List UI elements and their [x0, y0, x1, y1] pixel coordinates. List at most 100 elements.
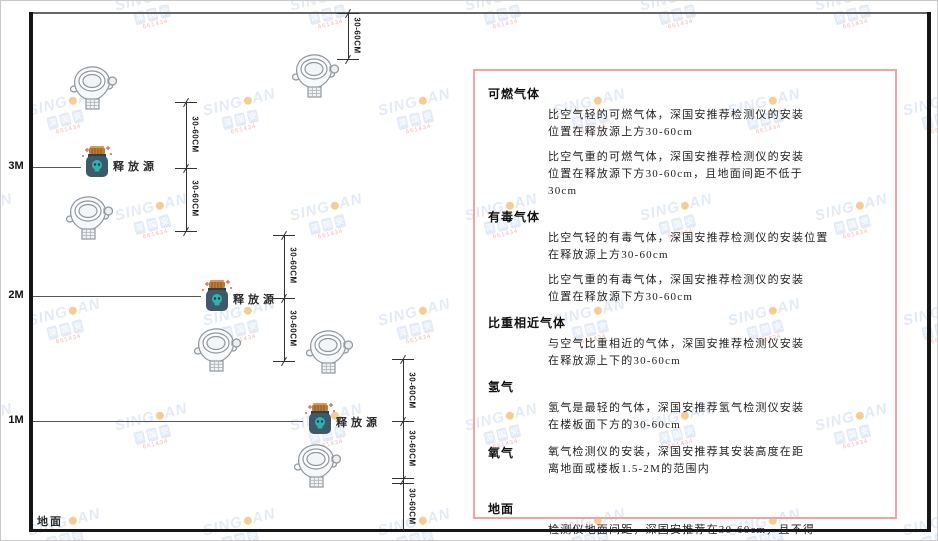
orange-dot-icon	[242, 515, 253, 526]
watermark-contact-text: 661434	[317, 18, 345, 31]
dimension-line	[403, 359, 404, 531]
orange-dot-icon	[329, 200, 340, 211]
watermark-contact-text: 661434	[842, 18, 870, 31]
watermark-contact-text: 661434	[930, 526, 937, 540]
orange-dot-icon	[505, 0, 515, 1]
brand-chinese-text: 深国安	[45, 299, 150, 342]
orange-dot-icon	[242, 305, 253, 316]
section-heading: 比重相近气体	[488, 316, 567, 330]
installation-guide-panel: 可燃气体 比空气轻的可燃气体，深国安推荐检测仪的安装 位置在释放源上方30-60c…	[473, 69, 897, 536]
release-source-3m-label: 释放源	[113, 161, 158, 173]
section-paragraph: 比空气重的可燃气体，深国安推荐检测仪的安装 位置在释放源下方30-60cm，且地…	[548, 151, 805, 197]
detector-right-2m-group	[305, 329, 354, 380]
gas-detector-icon	[193, 328, 242, 372]
detector-below-2m-source	[193, 327, 242, 378]
watermark-contact-text: 661434	[230, 123, 258, 136]
release-source-2m-label: 释放源	[233, 294, 278, 306]
release-source-1m-label: 释放源	[336, 417, 381, 429]
orange-dot-icon	[330, 0, 340, 1]
release-source-icon	[202, 280, 232, 311]
watermark-contact-text: 661434	[55, 333, 83, 346]
section-paragraph: 与空气比重相近的气体，深国安推荐检测仪安装 在释放源上下的30-60cm	[548, 338, 805, 367]
orange-dot-icon	[242, 95, 253, 106]
watermark-contact-text: 661434	[492, 18, 520, 31]
height-line-3m	[33, 167, 81, 168]
panel-section: 比重相近气体与空气比重相近的气体，深国安推荐检测仪安装 在释放源上下的30-60…	[475, 314, 895, 370]
orange-dot-icon	[855, 0, 865, 1]
orange-dot-icon	[417, 305, 428, 316]
section-heading: 氧气	[488, 446, 515, 460]
gas-detector-icon	[293, 444, 342, 488]
panel-section: 有毒气体 比空气轻的有毒气体，深国安推荐检测仪的安装位置 在释放源上方30-60c…	[475, 208, 895, 306]
dimension-label: 30-60CM	[288, 310, 298, 347]
gas-detector-icon	[305, 330, 354, 374]
panel-section: 可燃气体 比空气轻的可燃气体，深国安推荐检测仪的安装 位置在释放源上方30-60c…	[475, 85, 895, 200]
right-wall	[927, 12, 931, 531]
release-source-icon	[305, 403, 335, 434]
floor-line	[29, 529, 931, 532]
orange-dot-icon	[67, 305, 78, 316]
orange-dot-icon	[155, 0, 165, 1]
ceiling-line	[31, 12, 929, 14]
height-line-1m	[33, 421, 303, 422]
orange-dot-icon	[154, 200, 165, 211]
height-label-3m: 3M	[8, 160, 24, 172]
watermark-contact-text: 661434	[317, 228, 345, 241]
detector-below-3m-source	[65, 195, 114, 246]
detector-ceiling	[291, 53, 340, 104]
section-heading: 地面	[488, 502, 515, 516]
section-paragraph: 检测仪地面间距，深国安推荐在30-60cm，且不得 小于30cm，因为过低容易水…	[548, 524, 816, 536]
release-source-2m	[201, 278, 233, 319]
dimension-label: 30-60CM	[407, 488, 417, 525]
section-paragraph: 比空气轻的有毒气体，深国安推荐检测仪的安装位置 在释放源上方30-60cm	[548, 232, 829, 261]
gas-detector-icon	[65, 196, 114, 240]
section-heading: 有毒气体	[488, 210, 541, 224]
section-paragraph: 比空气轻的可燃气体，深国安推荐检测仪的安装 位置在释放源上方30-60cm	[548, 109, 805, 138]
dimension-label: 30-60CM	[407, 430, 417, 467]
dimension-line	[348, 13, 349, 59]
dimension-label: 30-60CM	[190, 180, 200, 217]
orange-dot-icon	[417, 515, 428, 526]
section-heading: 可燃气体	[488, 87, 541, 101]
watermark-contact-text: 661434	[142, 18, 170, 31]
height-line-2m	[33, 296, 201, 297]
release-source-icon	[82, 146, 112, 177]
section-paragraph: 比空气重的有毒气体，深国安推荐检测仪的安装 位置在释放源下方30-60cm	[548, 274, 805, 303]
section-paragraph: 氧气检测仪的安装，深国安推荐其安装高度在距 离地面或楼板1.5-2M的范围内	[548, 446, 805, 475]
watermark-contact-text: 661434	[930, 123, 938, 136]
watermark-contact-text: 661434	[667, 18, 695, 31]
watermark-contact-text: 661434	[142, 438, 170, 451]
section-paragraph: 氢气是最轻的气体，深国安推荐氢气检测仪安装 在楼板面下方的30-60cm	[548, 402, 805, 431]
release-source-3m	[81, 144, 113, 185]
detector-above-3m-source	[69, 65, 118, 116]
orange-dot-icon	[680, 0, 690, 1]
orange-dot-icon	[154, 410, 165, 421]
gas-detector-icon	[69, 66, 118, 110]
dimension-label: 30-60CM	[190, 116, 200, 153]
brand-chinese-text: 深国安	[132, 404, 237, 447]
orange-dot-icon	[67, 515, 78, 526]
panel-section: 氢气 氢气是最轻的气体，深国安推荐氢气检测仪安装 在楼板面下方的30-60cm	[475, 378, 895, 434]
gas-detector-icon	[291, 54, 340, 98]
